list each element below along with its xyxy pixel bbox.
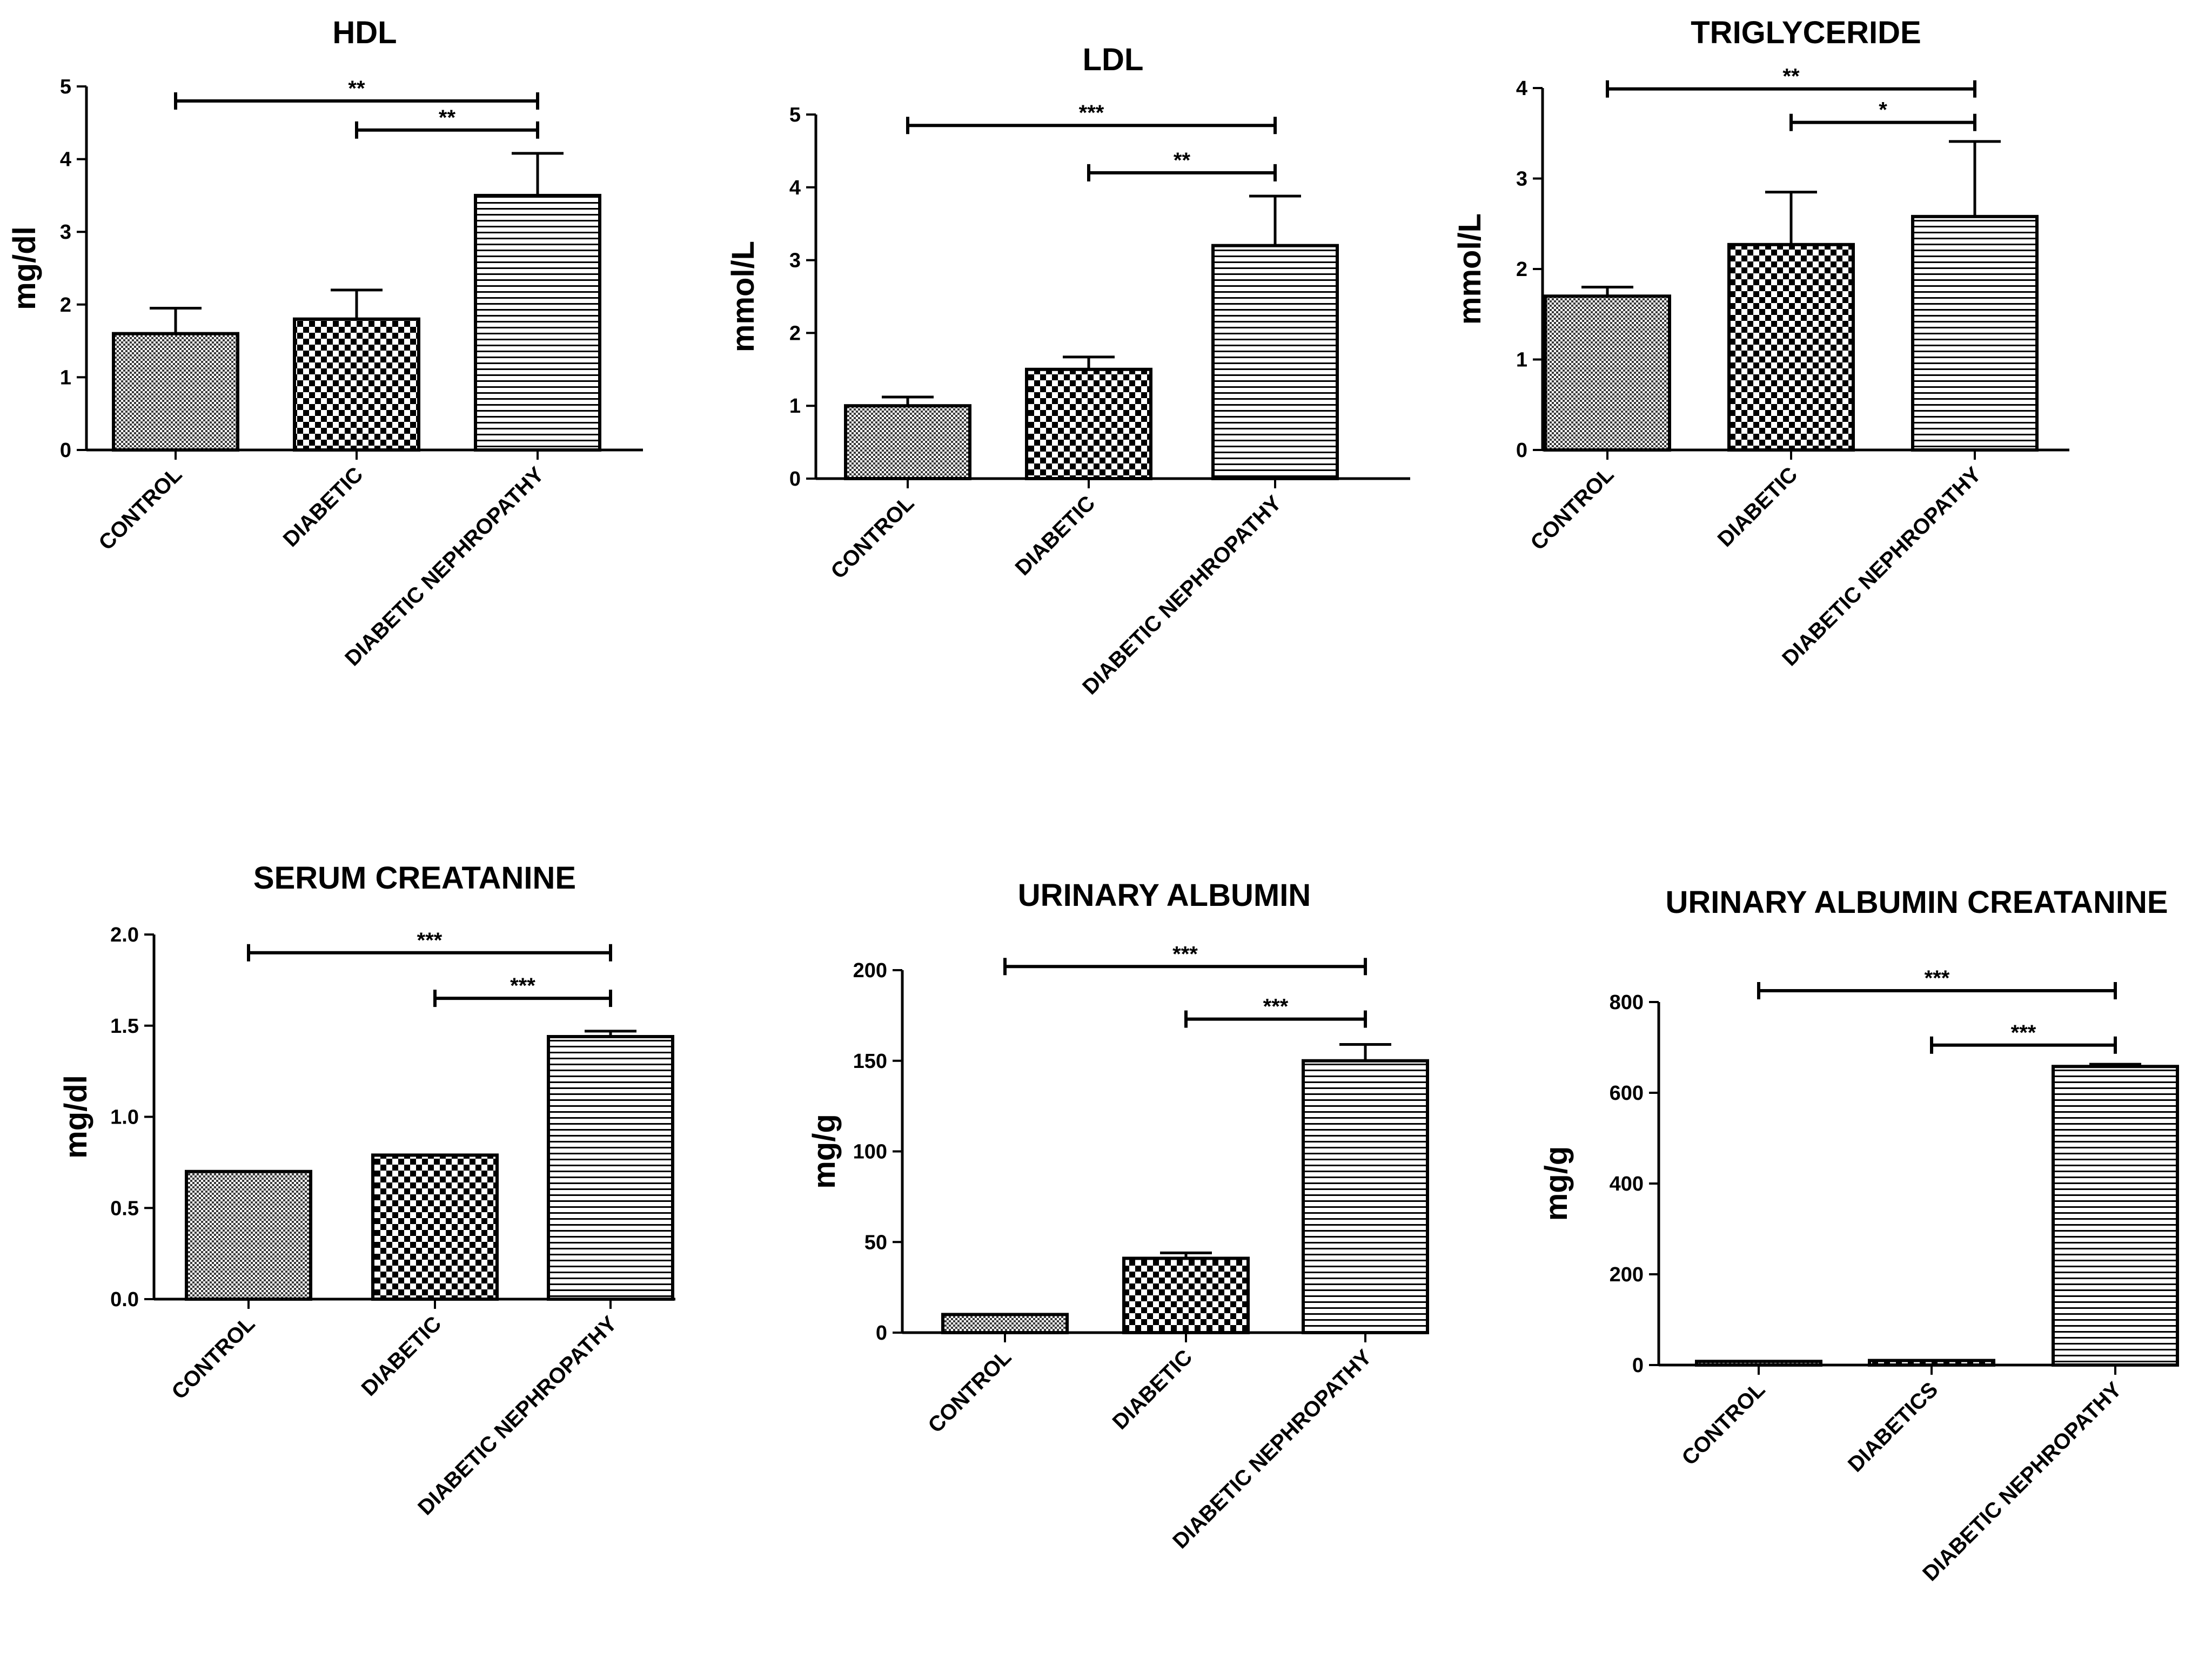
y-tick-label: 2	[1516, 258, 1527, 281]
y-axis-label: mg/dl	[58, 1075, 93, 1159]
y-axis-label: mmol/L	[726, 241, 761, 352]
category-label: CONTROL	[167, 1312, 259, 1404]
category-label: CONTROL	[1677, 1377, 1769, 1470]
significance-label: ***	[1925, 966, 1950, 990]
bar	[1868, 1359, 1995, 1367]
y-tick-label: 0	[60, 439, 71, 462]
significance-label: **	[439, 106, 456, 130]
bar	[185, 1169, 312, 1301]
y-tick-label: 2	[60, 294, 71, 317]
significance-label: **	[1174, 149, 1191, 172]
bar	[1025, 367, 1152, 480]
y-tick-label: 1.0	[110, 1106, 139, 1129]
category-label: DIABETIC	[1011, 491, 1100, 580]
y-tick-label: 2	[789, 322, 801, 345]
category-label: DIABETIC NEPHROPATHY	[1168, 1345, 1376, 1553]
bar	[1122, 1256, 1250, 1335]
chart-title: HDL	[332, 15, 397, 50]
category-label: DIABETIC	[1713, 462, 1802, 552]
significance-label: ***	[510, 974, 535, 998]
category-label: CONTROL	[923, 1345, 1016, 1437]
category-label: CONTROL	[94, 462, 186, 555]
y-tick-label: 0	[876, 1322, 887, 1345]
y-tick-label: 4	[60, 149, 71, 171]
bar	[474, 193, 601, 452]
y-tick-label: 400	[1610, 1173, 1644, 1195]
y-tick-label: 0	[789, 468, 801, 490]
category-label: CONTROL	[1526, 462, 1618, 555]
chart-urinary-albumin-creatanine: URINARY ALBUMIN CREATANINE mg/g 0 200 400 600…	[1539, 885, 2179, 1585]
y-tick-label: 0	[1632, 1354, 1644, 1377]
significance-label: ***	[1172, 942, 1198, 966]
significance-label: ***	[1263, 995, 1289, 1019]
bar	[293, 317, 420, 452]
y-tick-label: 50	[864, 1231, 887, 1254]
bar	[1211, 244, 1339, 480]
y-tick-label: 3	[1516, 168, 1527, 191]
category-label: DIABETIC	[357, 1312, 446, 1401]
bar	[2052, 1065, 2179, 1367]
y-tick-label: 1	[1516, 349, 1527, 372]
bar	[1544, 294, 1671, 452]
significance-label: ***	[2011, 1021, 2036, 1045]
bar	[1727, 243, 1855, 452]
bar	[112, 332, 239, 452]
category-label: DIABETIC NEPHROPATHY	[413, 1312, 621, 1520]
bar	[371, 1153, 499, 1301]
chart-title: URINARY ALBUMIN CREATANINE	[1665, 885, 2168, 920]
category-label: DIABETIC NEPHROPATHY	[1078, 491, 1286, 699]
y-tick-label: 1.5	[110, 1015, 139, 1038]
category-label: DIABETIC NEPHROPATHY	[340, 462, 548, 670]
bar	[1911, 214, 2039, 452]
y-tick-label: 2.0	[110, 924, 139, 946]
bar	[941, 1313, 1069, 1334]
significance-label: **	[348, 77, 365, 100]
y-tick-label: 1	[60, 366, 71, 389]
bar	[1695, 1360, 1822, 1367]
chart-title: URINARY ALBUMIN	[1018, 878, 1311, 913]
y-tick-label: 4	[1516, 77, 1527, 100]
category-label: DIABETICS	[1844, 1377, 1943, 1477]
chart-triglyceride: TRIGLYCERIDE mmol/L 0 1 2 3 4 CONTROL DIABETICDI…	[1452, 15, 2069, 670]
category-label: DIABETIC NEPHROPATHY	[1778, 462, 1986, 670]
bar	[1302, 1059, 1429, 1334]
y-tick-label: 100	[853, 1141, 887, 1164]
y-tick-label: 3	[60, 221, 71, 244]
category-label: CONTROL	[826, 491, 919, 583]
y-tick-label: 5	[789, 104, 801, 126]
y-tick-label: 4	[789, 177, 801, 199]
y-tick-label: 200	[1610, 1263, 1644, 1286]
category-label: DIABETIC	[279, 462, 368, 552]
category-label: DIABETIC NEPHROPATHY	[1918, 1377, 2126, 1585]
y-axis-label: mmol/L	[1452, 213, 1487, 325]
y-tick-label: 1	[789, 395, 801, 418]
significance-label: **	[1782, 65, 1800, 89]
bar	[547, 1035, 674, 1301]
chart-urinary-albumin: URINARY ALBUMIN mg/g 0 50 100 150 200 CONTROL DI…	[807, 878, 1429, 1553]
bar	[844, 404, 971, 481]
y-tick-label: 0.5	[110, 1197, 139, 1220]
chart-title: LDL	[1083, 42, 1144, 77]
significance-label: ***	[1079, 101, 1104, 125]
y-axis-label: mg/dl	[7, 226, 42, 310]
chart-title: SERUM CREATANINE	[253, 861, 576, 896]
y-axis-label: mg/g	[807, 1114, 842, 1189]
y-tick-label: 600	[1610, 1082, 1644, 1105]
y-tick-label: 150	[853, 1050, 887, 1073]
chart-title: TRIGLYCERIDE	[1691, 15, 1921, 50]
y-axis-label: mg/g	[1539, 1146, 1574, 1221]
category-label: DIABETIC	[1108, 1345, 1197, 1434]
y-tick-label: 3	[789, 250, 801, 272]
y-tick-label: 0.0	[110, 1288, 139, 1311]
y-tick-label: 200	[853, 959, 887, 982]
y-tick-label: 0	[1516, 439, 1527, 462]
y-tick-label: 800	[1610, 991, 1644, 1014]
y-tick-label: 5	[60, 76, 71, 98]
chart-serum-creatanine: SERUM CREATANINE mg/dl 0.0 0.5 1.0 1.5 2.0 CONT…	[58, 861, 675, 1520]
significance-label: *	[1879, 98, 1887, 122]
significance-label: ***	[417, 929, 443, 952]
